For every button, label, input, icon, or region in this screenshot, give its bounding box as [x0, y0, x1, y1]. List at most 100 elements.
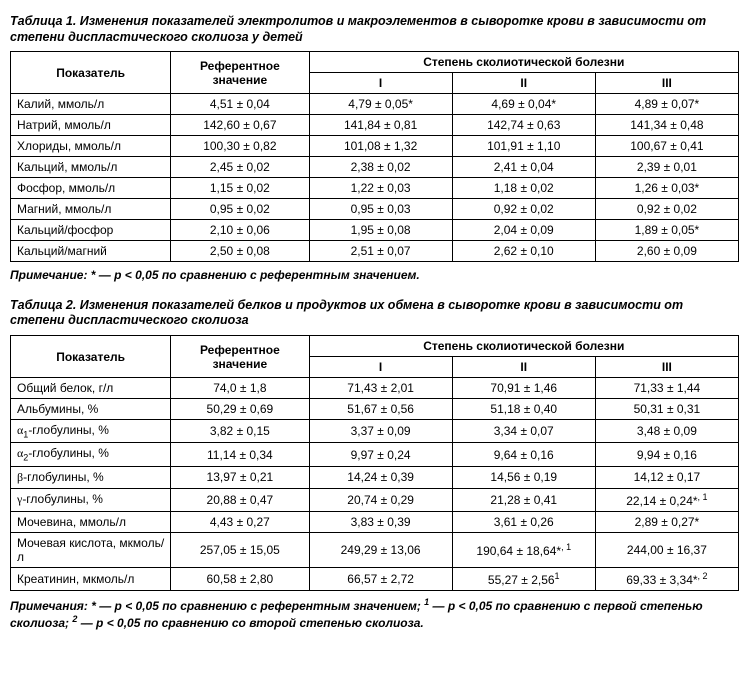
table-cell: 101,91 ± 1,10 — [452, 136, 595, 157]
row-label: Хлориды, ммоль/л — [11, 136, 171, 157]
table-cell: 101,08 ± 1,32 — [309, 136, 452, 157]
th-deg3: III — [595, 73, 738, 94]
table-cell: 20,74 ± 0,29 — [309, 488, 452, 511]
table-row: γ-глобулины, %20,88 ± 0,4720,74 ± 0,2921… — [11, 488, 739, 511]
table-row: α2-глобулины, %11,14 ± 0,349,97 ± 0,249,… — [11, 443, 739, 466]
table-cell: 22,14 ± 0,24*, 1 — [595, 488, 738, 511]
table-cell: 3,34 ± 0,07 — [452, 420, 595, 443]
row-label: Фосфор, ммоль/л — [11, 178, 171, 199]
table-cell: 4,43 ± 0,27 — [171, 511, 309, 532]
table-cell: 2,51 ± 0,07 — [309, 241, 452, 262]
table-cell: 190,64 ± 18,64*, 1 — [452, 532, 595, 567]
table-cell: 2,89 ± 0,27* — [595, 511, 738, 532]
table-cell: 60,58 ± 2,80 — [171, 567, 309, 590]
table-row: Креатинин, мкмоль/л60,58 ± 2,8066,57 ± 2… — [11, 567, 739, 590]
th-degree-group: Степень сколиотической болезни — [309, 52, 738, 73]
table-cell: 0,95 ± 0,03 — [309, 199, 452, 220]
table-cell: 50,31 ± 0,31 — [595, 399, 738, 420]
table-cell: 50,29 ± 0,69 — [171, 399, 309, 420]
table-row: β-глобулины, %13,97 ± 0,2114,24 ± 0,39 14… — [11, 466, 739, 488]
th-deg3: III — [595, 357, 738, 378]
table2: Показатель Референтное значение Степень … — [10, 335, 739, 591]
row-label: Натрий, ммоль/л — [11, 115, 171, 136]
table2-note: Примечания: * — p < 0,05 по сравнению с … — [10, 597, 739, 632]
table-cell: 3,48 ± 0,09 — [595, 420, 738, 443]
table-row: Фосфор, ммоль/л1,15 ± 0,021,22 ± 0,031,1… — [11, 178, 739, 199]
table-cell: 2,39 ± 0,01 — [595, 157, 738, 178]
table-cell: 141,34 ± 0,48 — [595, 115, 738, 136]
table-cell: 51,18 ± 0,40 — [452, 399, 595, 420]
table-cell: 14,12 ± 0,17 — [595, 466, 738, 488]
table-row: Мочевая кислота, мкмоль/л257,05 ± 15,052… — [11, 532, 739, 567]
th-deg2: II — [452, 73, 595, 94]
th-deg2: II — [452, 357, 595, 378]
row-label: Кальций/фосфор — [11, 220, 171, 241]
table-cell: 3,82 ± 0,15 — [171, 420, 309, 443]
row-label: Магний, ммоль/л — [11, 199, 171, 220]
row-label: Мочевая кислота, мкмоль/л — [11, 532, 171, 567]
table-cell: 2,60 ± 0,09 — [595, 241, 738, 262]
table1-note: Примечание: * — p < 0,05 по сравнению с … — [10, 268, 739, 284]
th-deg1: I — [309, 73, 452, 94]
table-row: Кальций/фосфор2,10 ± 0,061,95 ± 0,082,04… — [11, 220, 739, 241]
table-cell: 21,28 ± 0,41 — [452, 488, 595, 511]
table-cell: 14,24 ± 0,39 — [309, 466, 452, 488]
table-cell: 1,15 ± 0,02 — [171, 178, 309, 199]
table-cell: 9,97 ± 0,24 — [309, 443, 452, 466]
row-label: Креатинин, мкмоль/л — [11, 567, 171, 590]
table-cell: 11,14 ± 0,34 — [171, 443, 309, 466]
table-row: Хлориды, ммоль/л100,30 ± 0,82101,08 ± 1,… — [11, 136, 739, 157]
th-deg1: I — [309, 357, 452, 378]
row-label: Кальций, ммоль/л — [11, 157, 171, 178]
th-indicator: Показатель — [11, 52, 171, 94]
table-cell: 70,91 ± 1,46 — [452, 378, 595, 399]
table-cell: 0,92 ± 0,02 — [595, 199, 738, 220]
table-cell: 3,37 ± 0,09 — [309, 420, 452, 443]
table-cell: 2,38 ± 0,02 — [309, 157, 452, 178]
table-cell: 1,89 ± 0,05* — [595, 220, 738, 241]
row-label: α1-глобулины, % — [11, 420, 171, 443]
table-cell: 2,45 ± 0,02 — [171, 157, 309, 178]
table-cell: 4,51 ± 0,04 — [171, 94, 309, 115]
table-cell: 4,79 ± 0,05* — [309, 94, 452, 115]
row-label: β-глобулины, % — [11, 466, 171, 488]
table-row: Натрий, ммоль/л142,60 ± 0,67141,84 ± 0,8… — [11, 115, 739, 136]
table-cell: 3,83 ± 0,39 — [309, 511, 452, 532]
th-indicator: Показатель — [11, 336, 171, 378]
row-label: Калий, ммоль/л — [11, 94, 171, 115]
table-cell: 1,18 ± 0,02 — [452, 178, 595, 199]
table-cell: 69,33 ± 3,34*, 2 — [595, 567, 738, 590]
th-reference: Референтное значение — [171, 336, 309, 378]
table-cell: 0,92 ± 0,02 — [452, 199, 595, 220]
row-label: Альбумины, % — [11, 399, 171, 420]
table1: Показатель Референтное значение Степень … — [10, 51, 739, 262]
table1-caption: Таблица 1. Изменения показателей электро… — [10, 14, 739, 45]
table-cell: 141,84 ± 0,81 — [309, 115, 452, 136]
table-cell: 20,88 ± 0,47 — [171, 488, 309, 511]
table-row: Альбумины, %50,29 ± 0,6951,67 ± 0,5651,1… — [11, 399, 739, 420]
table-cell: 9,64 ± 0,16 — [452, 443, 595, 466]
table-cell: 13,97 ± 0,21 — [171, 466, 309, 488]
table-row: Магний, ммоль/л0,95 ± 0,020,95 ± 0,030,9… — [11, 199, 739, 220]
table-cell: 257,05 ± 15,05 — [171, 532, 309, 567]
row-label: α2-глобулины, % — [11, 443, 171, 466]
table-row: α1-глобулины, %3,82 ± 0,153,37 ± 0,093,3… — [11, 420, 739, 443]
table-cell: 2,62 ± 0,10 — [452, 241, 595, 262]
row-label: Кальций/магний — [11, 241, 171, 262]
th-degree-group: Степень сколиотической болезни — [309, 336, 738, 357]
table-cell: 1,22 ± 0,03 — [309, 178, 452, 199]
table-cell: 55,27 ± 2,561 — [452, 567, 595, 590]
table-cell: 4,69 ± 0,04* — [452, 94, 595, 115]
table2-caption: Таблица 2. Изменения показателей белков … — [10, 298, 739, 329]
table-cell: 0,95 ± 0,02 — [171, 199, 309, 220]
row-label: γ-глобулины, % — [11, 488, 171, 511]
row-label: Общий белок, г/л — [11, 378, 171, 399]
table-cell: 3,61 ± 0,26 — [452, 511, 595, 532]
table-cell: 51,67 ± 0,56 — [309, 399, 452, 420]
table-cell: 2,50 ± 0,08 — [171, 241, 309, 262]
table-row: Калий, ммоль/л4,51 ± 0,044,79 ± 0,05*4,6… — [11, 94, 739, 115]
table-cell: 71,33 ± 1,44 — [595, 378, 738, 399]
th-reference: Референтное значение — [171, 52, 309, 94]
table-cell: 71,43 ± 2,01 — [309, 378, 452, 399]
table-cell: 142,74 ± 0,63 — [452, 115, 595, 136]
